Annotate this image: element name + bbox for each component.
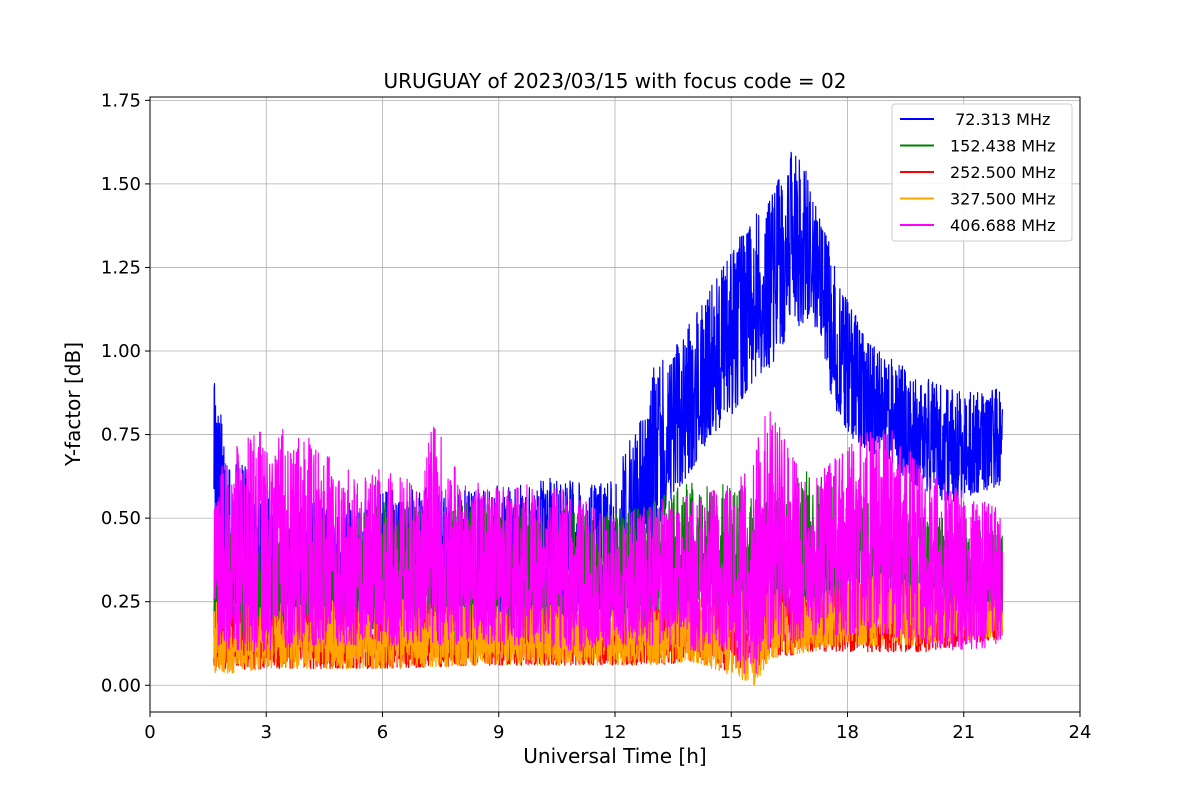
y-tick-label: 0.50: [101, 508, 141, 529]
series-layer: [213, 151, 1004, 686]
x-tick-label: 12: [604, 722, 627, 743]
y-tick-label: 1.00: [101, 341, 141, 362]
x-tick-label: 15: [720, 722, 743, 743]
x-tick-label: 18: [836, 722, 859, 743]
y-tick-label: 1.75: [101, 90, 141, 111]
legend-label-3: 327.500 MHz: [950, 190, 1055, 209]
series-line-3: [213, 573, 1004, 686]
y-tick-label: 0.75: [101, 425, 141, 446]
axes: 0 3 6 9 12 15 18 21 24 0.00 0.25 0.50 0.75 1.00 1.25 1.…: [101, 90, 1092, 743]
x-tick-label: 9: [493, 722, 504, 743]
chart-title: URUGUAY of 2023/03/15 with focus code = …: [384, 69, 847, 93]
legend-box: [891, 103, 1073, 242]
series-line-4: [213, 411, 1004, 674]
legend: 72.313 MHz 152.438 MHz 252.500 MHz 327.500 …: [891, 103, 1073, 242]
x-tick-label: 6: [377, 722, 388, 743]
legend-label-4: 406.688 MHz: [950, 216, 1055, 235]
y-axis-label: Y-factor [dB]: [61, 342, 85, 467]
x-axis-label: Universal Time [h]: [523, 744, 706, 768]
legend-label-0: 72.313 MHz: [950, 110, 1050, 129]
x-tick-label: 24: [1069, 722, 1092, 743]
y-tick-label: 1.50: [101, 174, 141, 195]
legend-label-2: 252.500 MHz: [950, 163, 1055, 182]
legend-label-1: 152.438 MHz: [950, 137, 1055, 156]
x-tick-label: 3: [261, 722, 272, 743]
y-tick-label: 1.25: [101, 257, 141, 278]
y-tick-label: 0.00: [101, 675, 141, 696]
x-tick-label: 0: [144, 722, 155, 743]
y-tick-label: 0.25: [101, 592, 141, 613]
x-tick-label: 21: [952, 722, 975, 743]
